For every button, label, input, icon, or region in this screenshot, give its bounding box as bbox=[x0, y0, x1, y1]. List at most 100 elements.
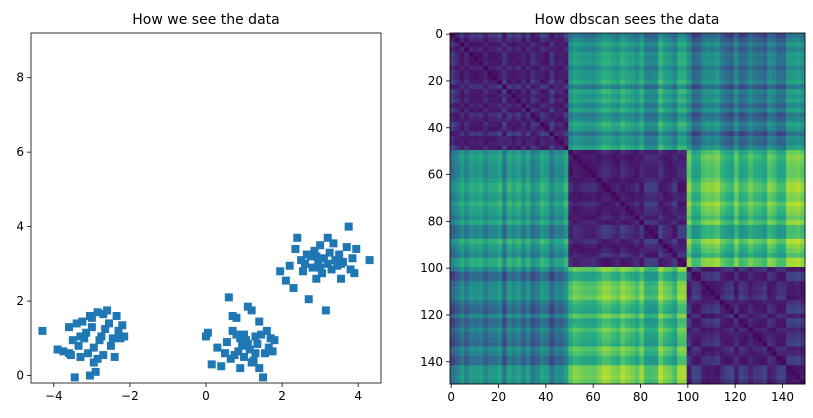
heatmap-cell bbox=[478, 131, 484, 137]
heatmap-cell bbox=[681, 164, 688, 170]
heatmap-cell bbox=[762, 61, 768, 67]
heatmap-cell bbox=[663, 154, 669, 160]
heatmap-cell bbox=[710, 318, 716, 324]
heatmap-cell bbox=[710, 285, 716, 291]
heatmap-cell bbox=[549, 238, 555, 244]
heatmap-cell bbox=[596, 112, 602, 118]
heatmap-cell bbox=[596, 309, 602, 315]
heatmap-cell bbox=[781, 267, 787, 273]
heatmap-cell bbox=[795, 154, 801, 160]
heatmap-cell bbox=[757, 187, 763, 193]
heatmap-cell bbox=[795, 145, 801, 151]
heatmap-cell bbox=[582, 243, 588, 249]
heatmap-cell bbox=[719, 164, 725, 170]
heatmap-cell bbox=[648, 192, 654, 198]
heatmap-cell bbox=[473, 79, 479, 85]
heatmap-cell bbox=[478, 178, 484, 184]
heatmap-cell bbox=[492, 201, 498, 207]
heatmap-cell bbox=[478, 33, 484, 39]
heatmap-cell bbox=[644, 271, 650, 277]
heatmap-cell bbox=[748, 112, 754, 118]
heatmap-cell bbox=[577, 164, 583, 170]
heatmap-cell bbox=[653, 65, 659, 71]
heatmap-cell bbox=[738, 79, 744, 85]
heatmap-cell bbox=[658, 75, 664, 81]
heatmap-cell bbox=[464, 234, 470, 240]
heatmap-cell bbox=[535, 51, 541, 57]
heatmap-cell bbox=[568, 93, 574, 99]
heatmap-cell bbox=[786, 252, 792, 259]
heatmap-cell bbox=[601, 262, 607, 268]
heatmap-cell bbox=[487, 182, 493, 188]
heatmap-cell bbox=[525, 313, 531, 319]
heatmap-cell bbox=[502, 309, 508, 315]
heatmap-cell bbox=[539, 332, 546, 338]
heatmap-cell bbox=[516, 107, 522, 113]
heatmap-cell bbox=[705, 131, 711, 137]
heatmap-cell bbox=[677, 290, 683, 296]
heatmap-cell bbox=[450, 192, 456, 198]
heatmap-cell bbox=[554, 70, 560, 76]
heatmap-cell bbox=[781, 168, 787, 174]
heatmap-cell bbox=[544, 285, 550, 291]
heatmap-cell bbox=[539, 304, 546, 310]
heatmap-cell bbox=[459, 47, 465, 53]
heatmap-cell bbox=[696, 285, 702, 291]
heatmap-cell bbox=[573, 290, 579, 296]
heatmap-cell bbox=[790, 79, 796, 85]
heatmap-cell bbox=[615, 252, 621, 259]
heatmap-cell bbox=[663, 42, 669, 48]
heatmap-cell bbox=[549, 248, 555, 254]
heatmap-cell bbox=[663, 295, 669, 301]
heatmap-cell bbox=[743, 323, 749, 329]
heatmap-cell bbox=[634, 140, 640, 146]
heatmap-cell bbox=[705, 42, 711, 48]
heatmap-cell bbox=[535, 70, 541, 76]
heatmap-cell bbox=[762, 234, 768, 240]
heatmap-cell bbox=[677, 210, 683, 216]
heatmap-cell bbox=[800, 182, 806, 188]
heatmap-cell bbox=[468, 103, 475, 109]
heatmap-cell bbox=[644, 309, 650, 315]
heatmap-cell bbox=[757, 159, 763, 165]
heatmap-cell bbox=[639, 135, 645, 142]
heatmap-cell bbox=[752, 121, 759, 127]
heatmap-cell bbox=[677, 65, 683, 71]
heatmap-cell bbox=[502, 164, 508, 170]
heatmap-cell bbox=[696, 276, 702, 282]
heatmap-cell bbox=[625, 187, 631, 193]
heatmap-cell bbox=[483, 281, 489, 287]
heatmap-cell bbox=[549, 56, 555, 62]
heatmap-cell bbox=[487, 332, 493, 338]
heatmap-cell bbox=[757, 178, 763, 184]
heatmap-cell bbox=[710, 33, 716, 39]
heatmap-cell bbox=[658, 168, 664, 174]
heatmap-cell bbox=[530, 159, 536, 165]
heatmap-cell bbox=[743, 257, 749, 263]
scatter-point bbox=[203, 328, 212, 337]
heatmap-cell bbox=[724, 168, 730, 174]
heatmap-cell bbox=[606, 281, 612, 287]
heatmap-cell bbox=[539, 262, 546, 268]
heatmap-cell bbox=[483, 75, 489, 81]
heatmap-cell bbox=[757, 61, 763, 67]
heatmap-cell bbox=[563, 98, 569, 104]
heatmap-cell bbox=[700, 70, 706, 76]
heatmap-cell bbox=[663, 126, 669, 132]
heatmap-cell bbox=[573, 192, 579, 198]
heatmap-cell bbox=[700, 285, 706, 291]
heatmap-cell bbox=[615, 70, 621, 76]
heatmap-cell bbox=[596, 75, 602, 81]
heatmap-cell bbox=[762, 47, 768, 53]
heatmap-cell bbox=[610, 304, 617, 310]
heatmap-cell bbox=[658, 154, 664, 160]
scatter-y-tick-label: 2 bbox=[16, 294, 24, 308]
heatmap-cell bbox=[596, 131, 602, 137]
scatter-point bbox=[114, 326, 123, 335]
heatmap-cell bbox=[667, 267, 673, 273]
heatmap-cell bbox=[530, 154, 536, 160]
heatmap-cell bbox=[615, 47, 621, 53]
heatmap-cell bbox=[511, 206, 517, 212]
heatmap-cell bbox=[710, 117, 716, 123]
heatmap-cell bbox=[563, 159, 569, 165]
